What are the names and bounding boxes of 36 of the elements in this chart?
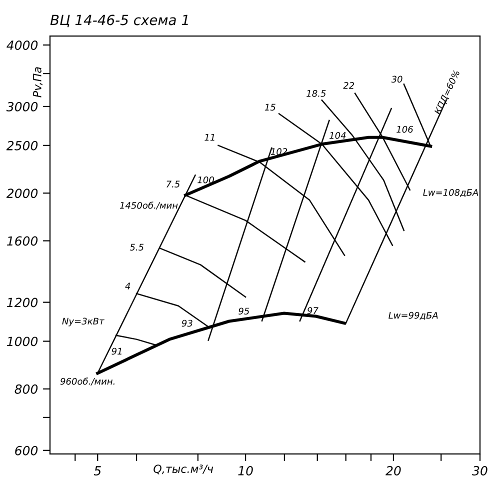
y-axis-title: Pv,Па bbox=[33, 67, 43, 98]
annotation: 4 bbox=[125, 282, 130, 290]
y-tick-label: 2500 bbox=[6, 140, 38, 150]
annotation: 22 bbox=[343, 82, 354, 89]
y-tick-label: 800 bbox=[14, 384, 38, 394]
annotation: 18.5 bbox=[306, 90, 326, 97]
annotation: 960об./мин. bbox=[60, 378, 114, 386]
annotation: 91 bbox=[112, 348, 122, 355]
x-axis-title: Q,тыс.м³/ч bbox=[154, 464, 214, 474]
annotation: Lw=99дБА bbox=[388, 312, 438, 320]
annotation: Ny=3кВт bbox=[62, 318, 104, 326]
annotation: 7.5 bbox=[166, 180, 180, 188]
y-tick-label: 3000 bbox=[6, 102, 38, 112]
x-tick-label: 5 bbox=[94, 466, 101, 476]
annotation: 30 bbox=[391, 76, 402, 83]
annotation: 93 bbox=[182, 320, 192, 327]
x-tick-label: 30 bbox=[472, 466, 488, 476]
x-tick-label: 10 bbox=[238, 466, 253, 476]
x-tick-label: 20 bbox=[386, 466, 401, 476]
y-tick-label: 1000 bbox=[6, 336, 38, 346]
y-tick-label: 1200 bbox=[6, 298, 38, 308]
annotation: Lw=108дБА bbox=[423, 189, 478, 197]
annotation: 97 bbox=[307, 307, 318, 314]
annotation: 106 bbox=[396, 126, 413, 133]
annotation: 95 bbox=[238, 308, 250, 315]
y-tick-label: 4000 bbox=[6, 40, 38, 50]
y-tick-label: 1600 bbox=[6, 236, 38, 246]
annotation: 1450об./мин. bbox=[120, 202, 180, 210]
annotation: 100 bbox=[198, 176, 214, 184]
annotation: 11 bbox=[204, 134, 214, 141]
annotation: 15 bbox=[264, 104, 276, 111]
chart-title: ВЦ 14-46-5 схема 1 bbox=[50, 14, 188, 28]
y-tick-label: 2000 bbox=[6, 188, 38, 198]
y-tick-label: 600 bbox=[15, 446, 38, 456]
annotation: 104 bbox=[330, 132, 346, 139]
annotation: 5.5 bbox=[130, 244, 144, 251]
